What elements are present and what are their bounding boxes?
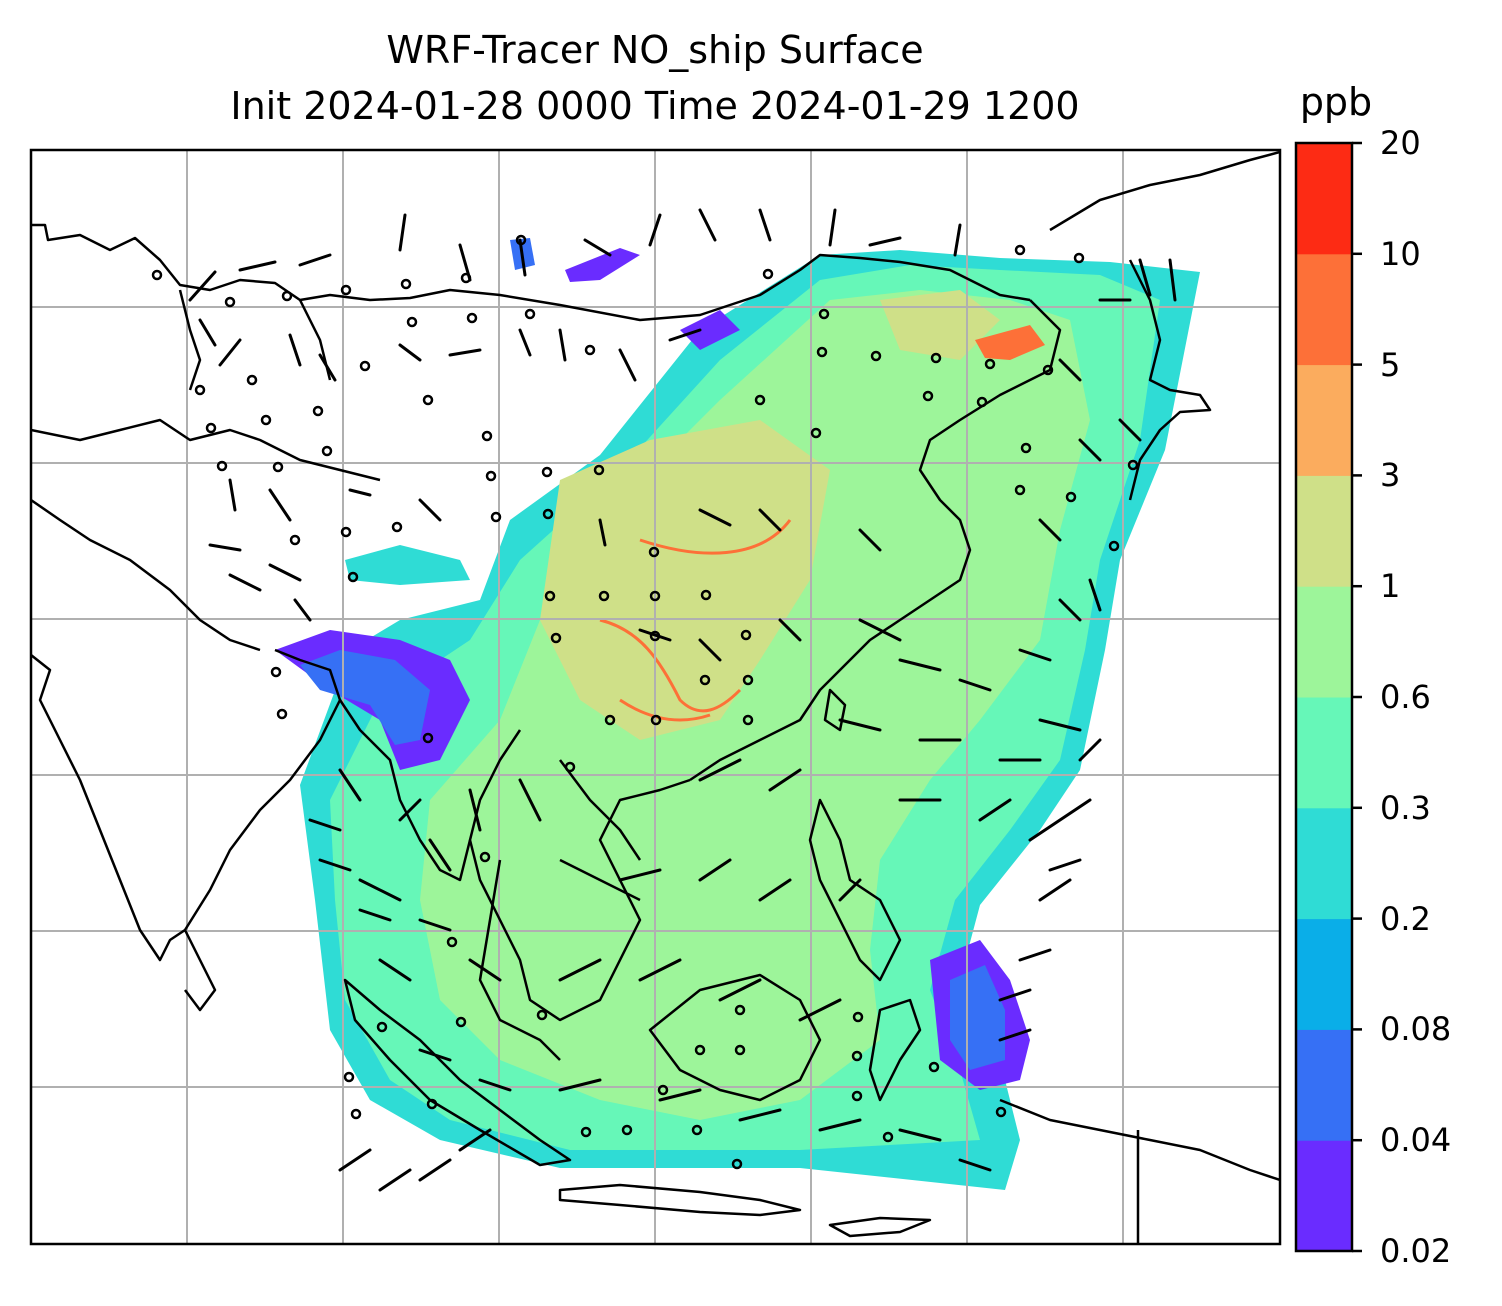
colorbar-band-2: [1296, 918, 1352, 1030]
coast-borneo: [648, 973, 822, 1102]
coast-india-west: [31, 654, 217, 1012]
field-band-0.04-0.08-b: [950, 965, 1005, 1070]
coast-north-border: [31, 223, 1031, 322]
concentration-field: [275, 238, 1200, 1190]
colorbar-band-1: [1296, 1029, 1352, 1141]
colorbar-tick-label: 0.6: [1380, 678, 1431, 716]
colorbar-band-4: [1296, 697, 1352, 809]
colorbar-tick-label: 0.04: [1380, 1121, 1452, 1160]
colorbar-tick-label: 3: [1380, 456, 1401, 495]
field-band-0.02-0.04-c: [680, 310, 740, 350]
border-inland-2: [31, 498, 261, 652]
border-inland-4: [178, 289, 332, 391]
colorbar-band-8: [1296, 253, 1352, 366]
colorbar-ticks: [1352, 141, 1362, 1253]
colorbar-tick-label: 0.3: [1380, 788, 1431, 827]
colorbar-unit: ppb: [1299, 80, 1373, 124]
map-frame: [29, 148, 1282, 1246]
coast-china-east: [689, 299, 1062, 782]
field-band-0.2-0.3-b: [345, 545, 470, 585]
coast-new-guinea: [999, 1098, 1280, 1182]
coast-java: [558, 1183, 802, 1217]
wind-barbs: [188, 208, 1177, 1192]
coast-malay-peninsula: [478, 859, 561, 1061]
coast-taiwan: [823, 688, 847, 732]
coast-philippines: [808, 798, 902, 982]
coast-lesser-sunda: [828, 1216, 932, 1238]
coast-korea-japan: [1128, 259, 1212, 501]
colorbar-tick-label: 10: [1380, 234, 1421, 273]
coast-india-east: [183, 648, 342, 931]
coastlines: [31, 150, 1280, 1244]
colorbar-band-0: [1296, 1140, 1352, 1252]
colorbar-band-6: [1296, 475, 1352, 587]
field-band-10-20: [975, 325, 1045, 360]
colorbar-tick-label: 0.08: [1380, 1010, 1452, 1049]
field-band-3-5: [599, 519, 792, 722]
field-band-0.02-0.04-d: [565, 248, 640, 282]
colorbar-band-9: [1296, 143, 1352, 255]
map-title-line2: Init 2024-01-28 0000 Time 2024-01-29 120…: [230, 84, 1080, 128]
colorbar-band-5: [1296, 586, 1352, 698]
coast-sulawesi: [868, 998, 922, 1102]
colorbar-tick-label: 20: [1380, 124, 1421, 162]
colorbar: [1296, 143, 1352, 1252]
coast-russia-northeast: [1049, 150, 1280, 232]
colorbar-band-3: [1296, 807, 1352, 920]
gridlines: [31, 150, 1280, 1244]
colorbar-tick-label: 0.02: [1380, 1232, 1452, 1270]
border-inland-3: [559, 759, 642, 902]
colorbar-tick-label: 0.2: [1380, 899, 1431, 938]
coast-indochina: [468, 729, 691, 1022]
calm-wind-circles: [151, 234, 1139, 1170]
map-title-line1: WRF-Tracer NO_ship Surface: [386, 28, 924, 72]
colorbar-tick-label: 5: [1380, 345, 1401, 384]
coast-sumatra: [343, 978, 572, 1167]
colorbar-tick-label: 1: [1380, 567, 1401, 606]
coast-myanmar: [338, 699, 472, 882]
field-band-0.6-1: [420, 290, 1090, 1120]
field-band-1-3: [540, 420, 830, 740]
colorbar-band-7: [1296, 364, 1352, 476]
border-inland-1: [31, 418, 381, 482]
map-area: [31, 150, 1280, 1244]
